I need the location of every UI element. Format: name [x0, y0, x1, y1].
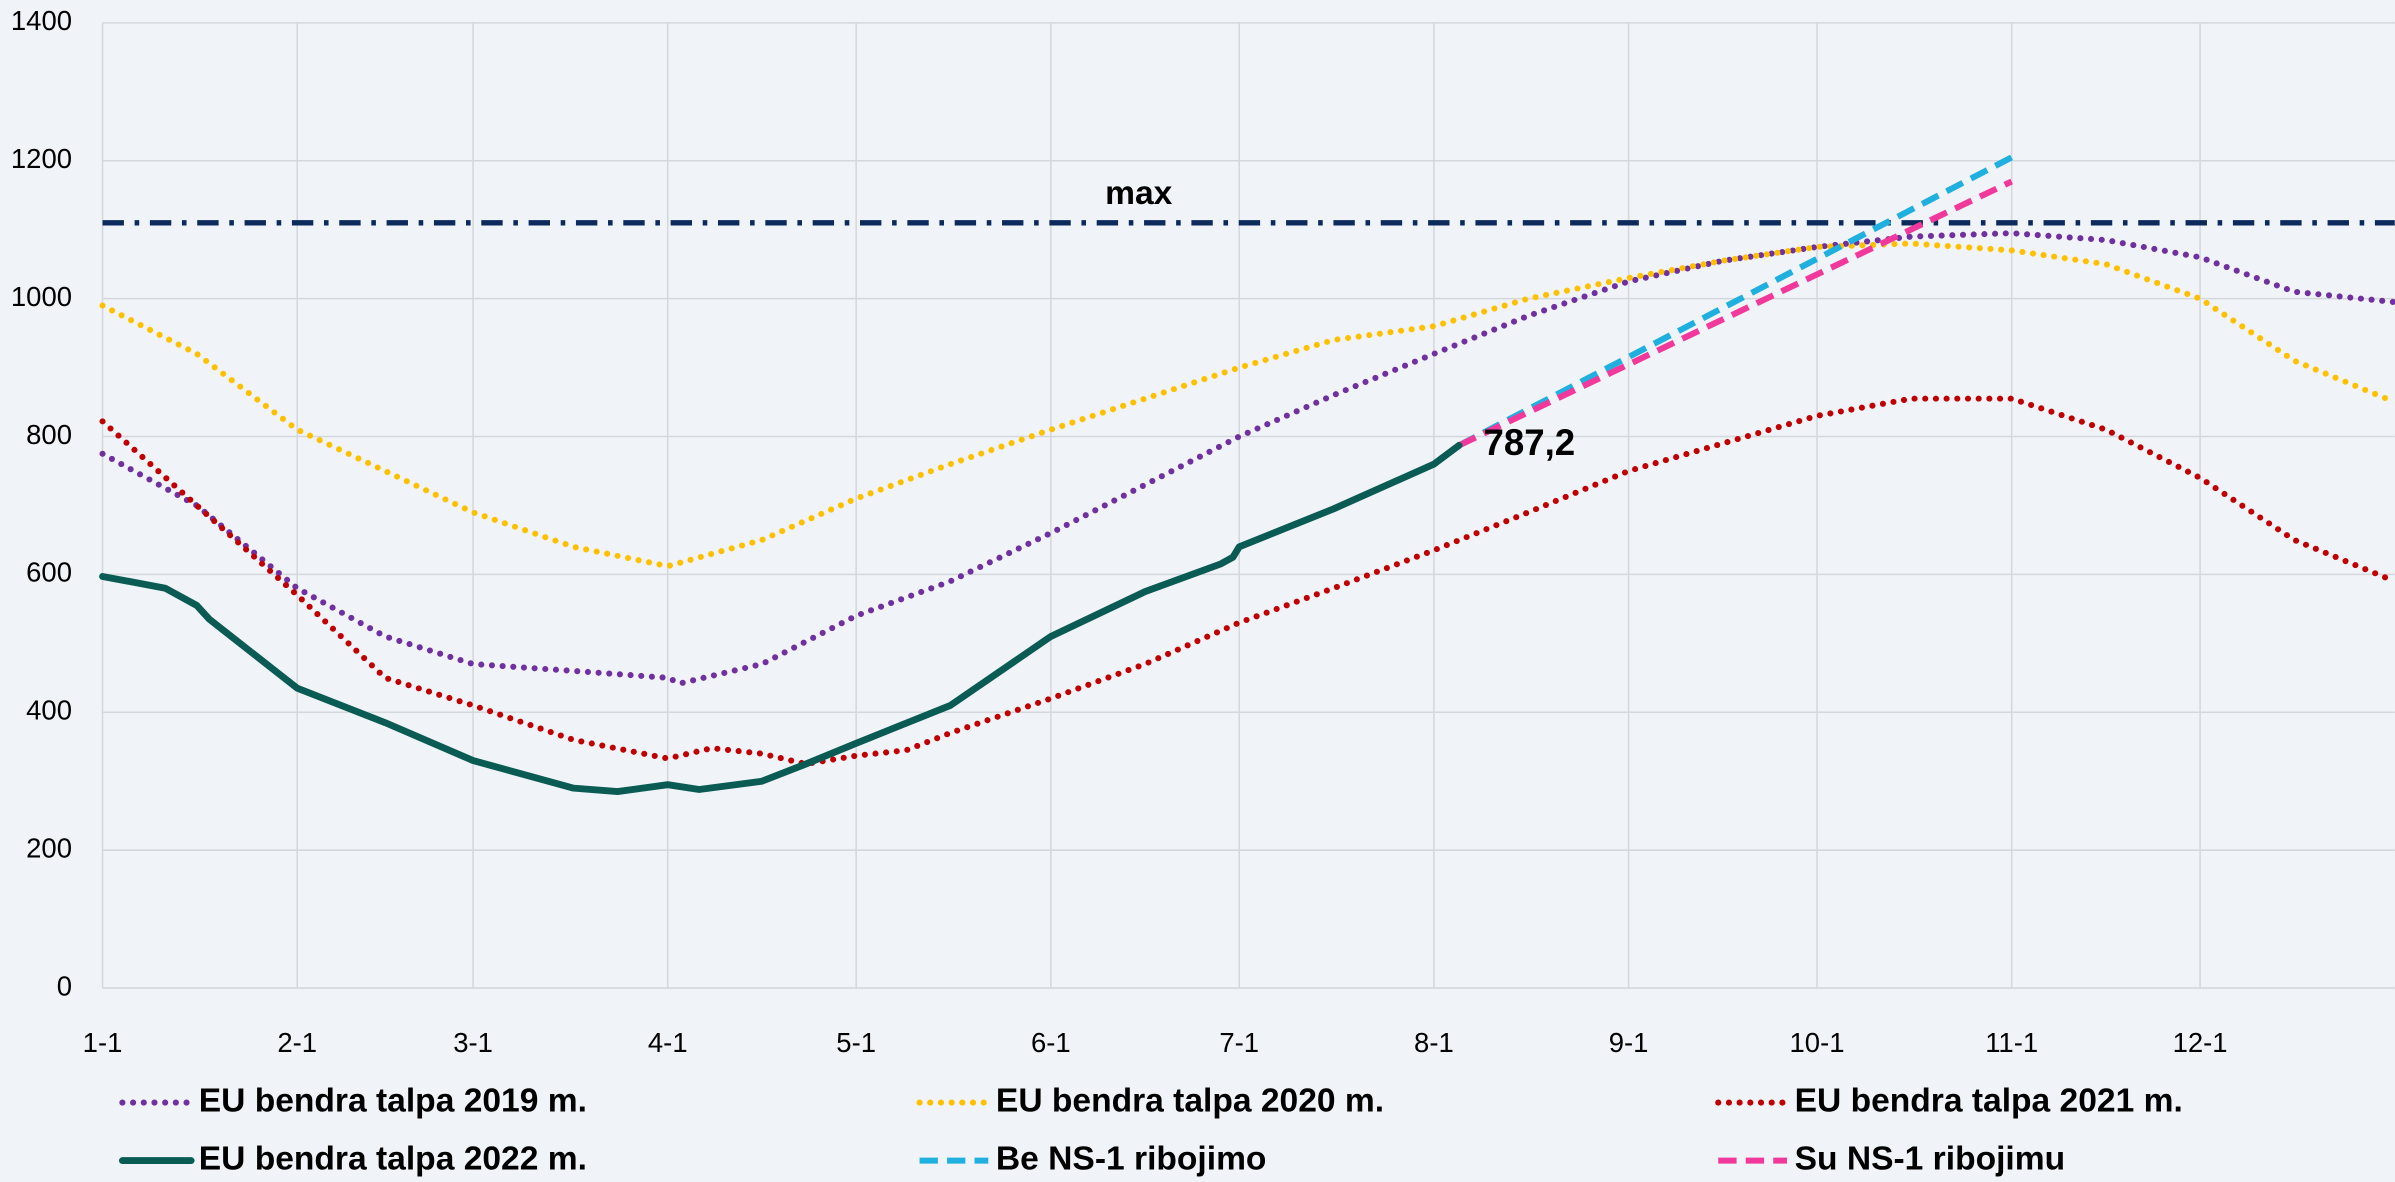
x-tick-label: 9-1: [1609, 1027, 1649, 1058]
series-line: [1457, 154, 2014, 449]
series-line: [99, 230, 2395, 687]
series-line: [1457, 178, 2014, 449]
x-tick-label: 6-1: [1031, 1027, 1071, 1058]
series-line: [99, 441, 1463, 796]
x-tick-label: 7-1: [1219, 1027, 1259, 1058]
y-tick-label: 800: [26, 419, 72, 450]
data-label: 787,2: [1483, 422, 1575, 463]
x-tick-label: 5-1: [836, 1027, 876, 1058]
y-tick-label: 400: [26, 695, 72, 726]
y-tick-label: 1200: [11, 143, 72, 174]
x-tick-label: 11-1: [1985, 1027, 2038, 1058]
y-tick-label: 1000: [11, 281, 72, 312]
legend-label: EU bendra talpa 2021 m.: [1795, 1082, 2183, 1119]
x-tick-label: 3-1: [453, 1027, 493, 1058]
legend-label: EU bendra talpa 2022 m.: [199, 1140, 587, 1177]
series-line: [99, 240, 2395, 570]
legend-label: Be NS-1 ribojimo: [996, 1140, 1267, 1177]
series-line: [99, 395, 2395, 768]
y-tick-label: 200: [26, 832, 72, 863]
y-tick-label: 1400: [11, 5, 72, 36]
y-tick-label: 0: [57, 970, 72, 1001]
x-tick-label: 1-1: [83, 1027, 123, 1058]
max-label: max: [1105, 175, 1173, 212]
legend-label: Su NS-1 ribojimu: [1795, 1140, 2066, 1177]
x-tick-label: 10-1: [1790, 1027, 1845, 1058]
legend-label: EU bendra talpa 2020 m.: [996, 1082, 1384, 1119]
y-tick-label: 600: [26, 557, 72, 588]
x-tick-label: 4-1: [648, 1027, 688, 1058]
x-tick-label: 8-1: [1414, 1027, 1454, 1058]
x-tick-label: 2-1: [277, 1027, 317, 1058]
x-tick-label: 12-1: [2173, 1027, 2228, 1058]
legend-label: EU bendra talpa 2019 m.: [199, 1082, 587, 1119]
